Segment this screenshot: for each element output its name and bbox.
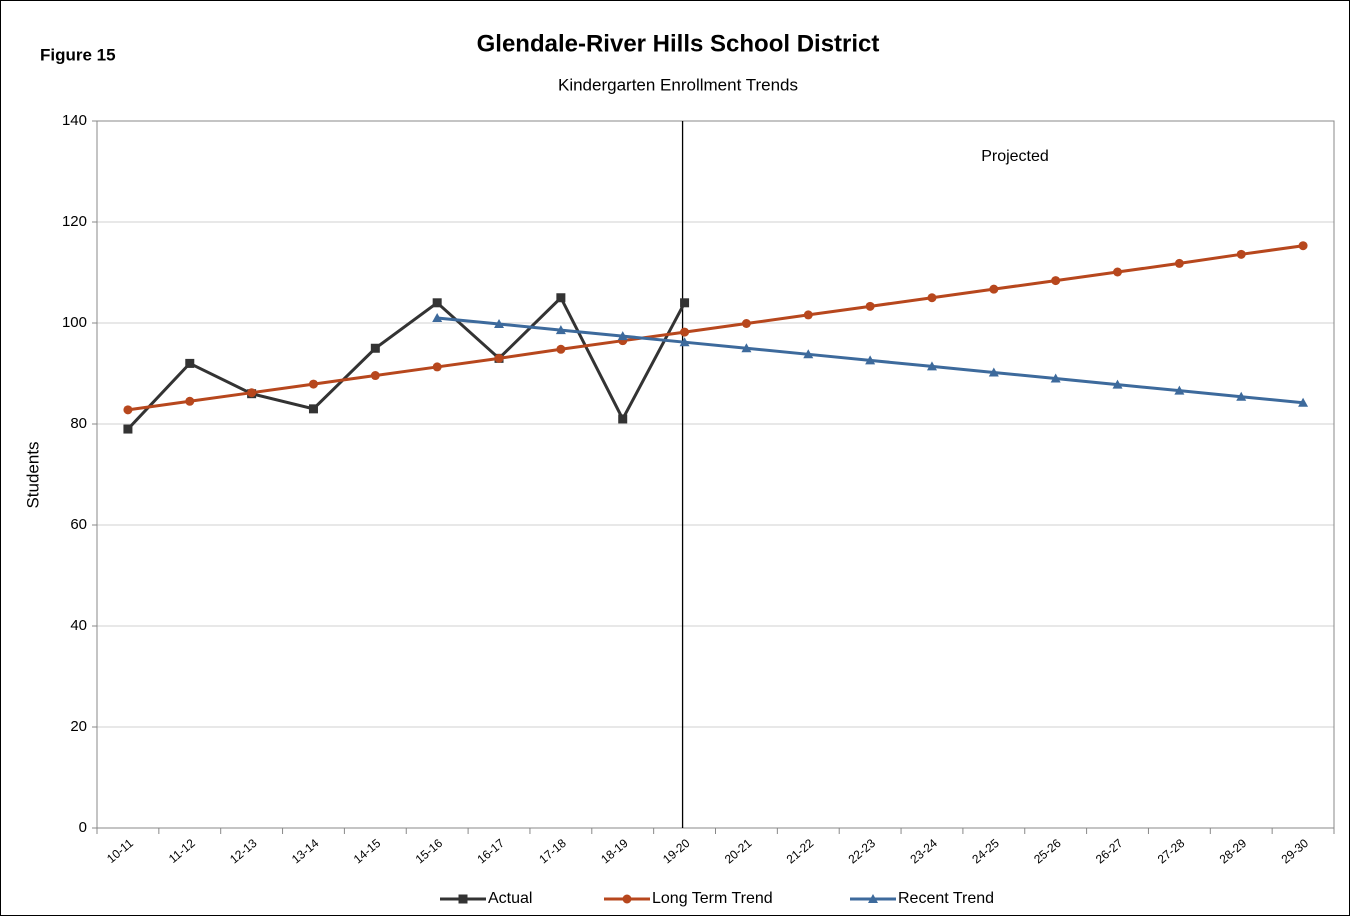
marker: [556, 293, 566, 303]
marker: [622, 894, 632, 904]
marker: [1112, 379, 1123, 389]
series-line: [126, 295, 686, 431]
marker: [494, 319, 505, 329]
chart-subtitle: Kindergarten Enrollment Trends: [558, 75, 798, 94]
y-tick-label: 140: [62, 112, 87, 129]
marker: [865, 355, 876, 365]
marker: [370, 371, 380, 381]
marker: [1174, 258, 1184, 268]
figure-label: Figure 15: [40, 45, 116, 64]
marker: [458, 894, 468, 904]
chart-title: Glendale-River Hills School District: [477, 30, 880, 57]
marker: [926, 361, 937, 371]
marker: [247, 388, 257, 398]
y-tick-label: 20: [70, 718, 87, 735]
marker: [989, 284, 999, 294]
marker: [555, 325, 566, 335]
marker: [308, 379, 318, 389]
marker: [185, 358, 195, 368]
marker: [803, 349, 814, 359]
marker: [680, 298, 690, 308]
marker: [617, 331, 628, 341]
marker: [618, 414, 628, 424]
marker: [680, 327, 690, 337]
marker: [803, 310, 813, 320]
marker: [679, 337, 690, 347]
annotation: Projected: [981, 148, 1049, 165]
marker: [1298, 241, 1308, 251]
marker: [741, 319, 751, 329]
marker: [1236, 391, 1247, 401]
y-tick-label: 80: [70, 415, 87, 432]
marker: [927, 293, 937, 303]
marker: [370, 343, 380, 353]
y-tick-label: 0: [79, 819, 87, 836]
legend-label: Long Term Trend: [652, 890, 773, 907]
y-tick-label: 40: [70, 617, 87, 634]
y-tick-label: 120: [62, 213, 87, 230]
marker: [308, 404, 318, 414]
y-axis-label: Students: [23, 441, 42, 508]
marker: [432, 312, 443, 322]
marker: [865, 301, 875, 311]
marker: [123, 405, 133, 415]
marker: [1113, 267, 1123, 277]
y-tick-label: 100: [62, 314, 87, 331]
marker: [868, 894, 878, 903]
marker: [1050, 373, 1061, 383]
marker: [1236, 249, 1246, 259]
marker: [185, 396, 195, 406]
marker: [988, 367, 999, 377]
marker: [1298, 397, 1309, 407]
marker: [1051, 276, 1061, 286]
marker: [741, 343, 752, 353]
marker: [1174, 385, 1185, 395]
y-tick-label: 60: [70, 516, 87, 533]
marker: [432, 298, 442, 308]
series-line: [127, 244, 1304, 412]
legend-label: Recent Trend: [898, 890, 994, 907]
marker: [556, 344, 566, 354]
marker: [123, 424, 133, 434]
marker: [494, 353, 504, 363]
legend-label: Actual: [488, 890, 532, 907]
marker: [432, 362, 442, 372]
